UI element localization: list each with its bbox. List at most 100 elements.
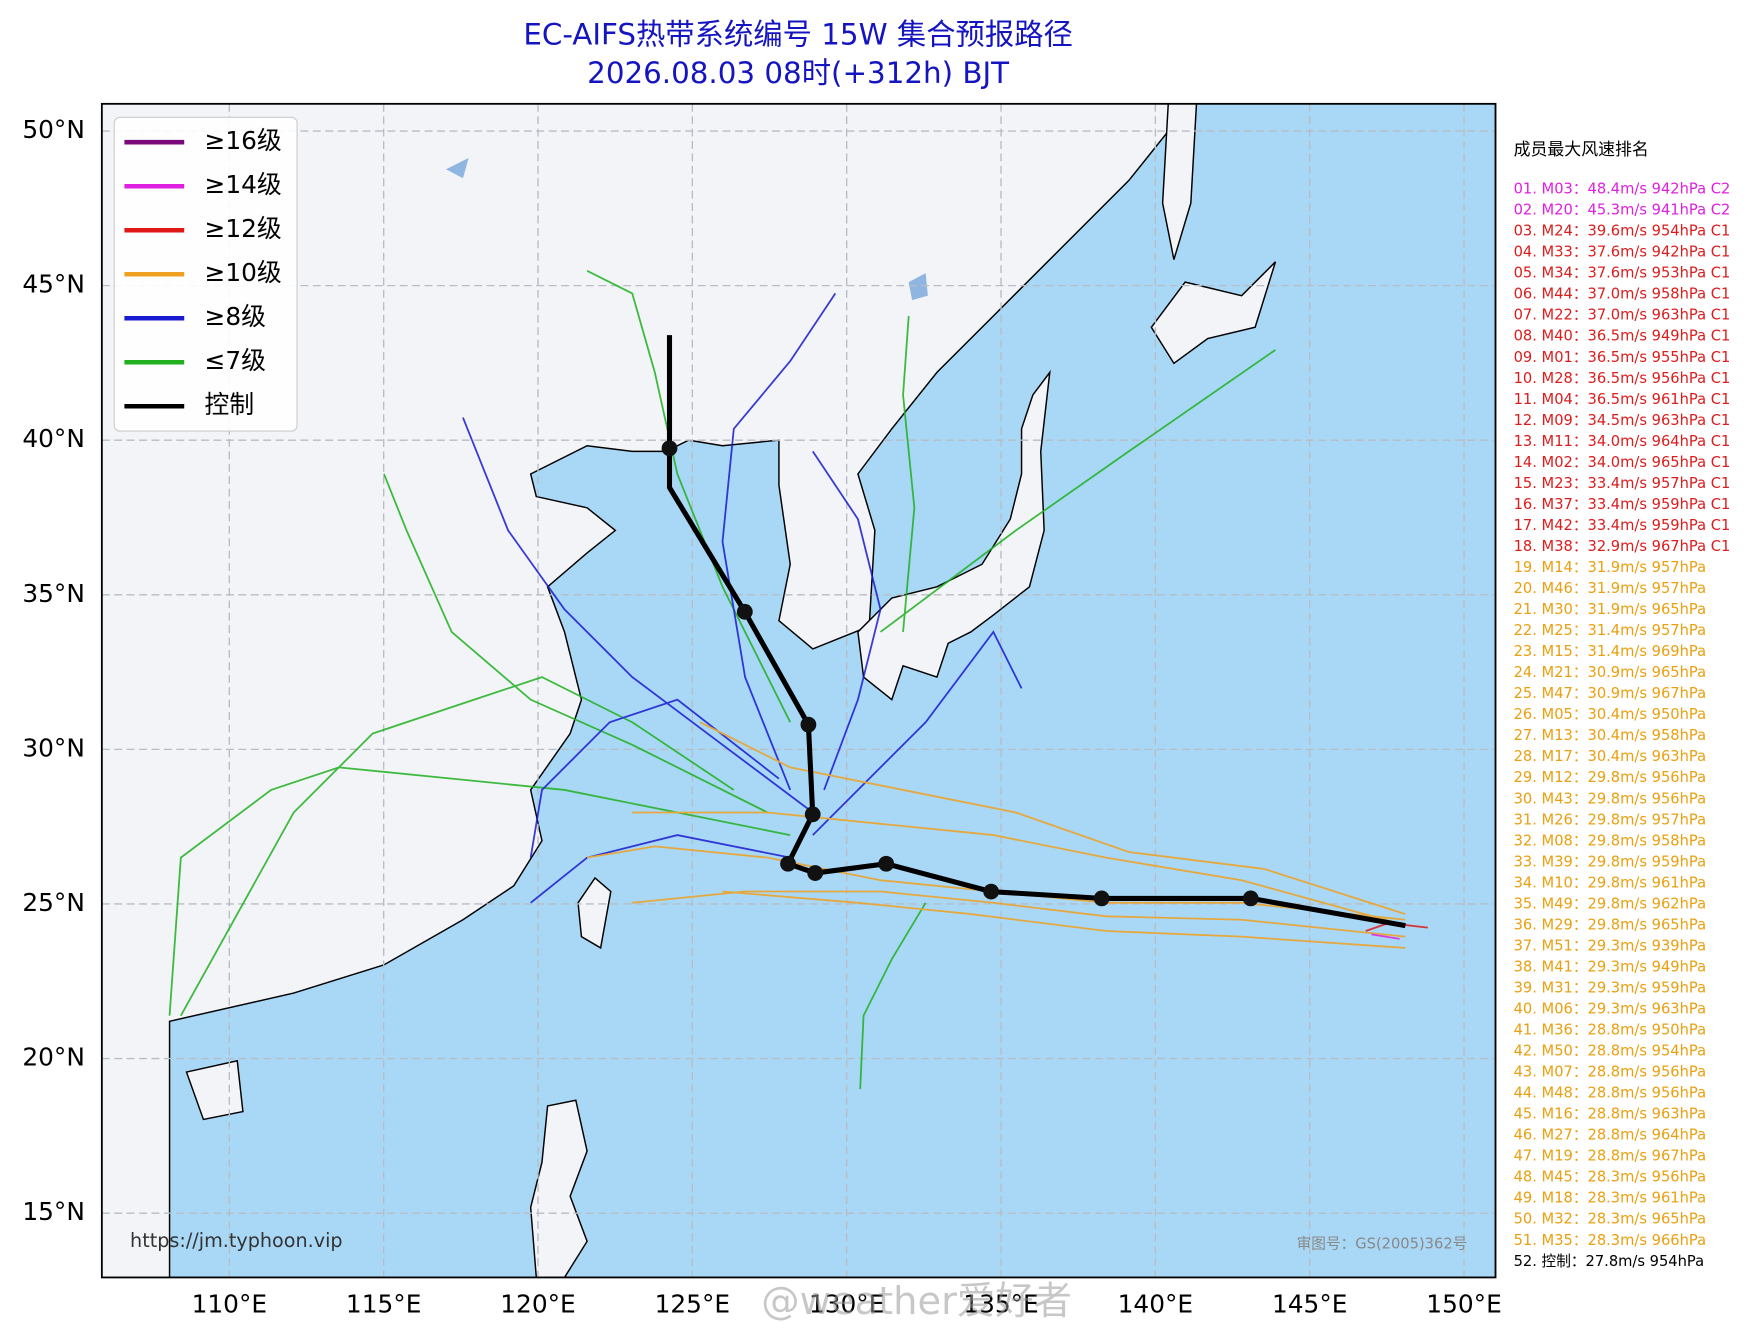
ranking-entry: 15. M23：33.4m/s 957hPa C1 (1514, 475, 1731, 492)
approval-number: 审图号：GS(2005)362号 (1297, 1236, 1468, 1253)
control-point (1093, 890, 1110, 907)
ensemble-track (902, 315, 916, 633)
ensemble-track (180, 676, 735, 1017)
x-tick-label: 145°E (1272, 1290, 1347, 1319)
y-tick-label: 40°N (22, 424, 85, 453)
ranking-entry: 16. M37：33.4m/s 959hPa C1 (1514, 496, 1731, 513)
ranking-entry: 19. M14：31.9m/s 957hPa (1514, 559, 1707, 576)
ranking-entry: 44. M48：28.8m/s 956hPa (1514, 1085, 1707, 1102)
ranking-entry: 27. M13：30.4m/s 958hPa (1514, 727, 1707, 744)
subtitle: 2026.08.03 08时(+312h) BJT (587, 56, 1009, 90)
ensemble-track (699, 721, 1406, 915)
ranking-entry: 32. M08：29.8m/s 958hPa (1514, 832, 1707, 849)
legend-label: ≥8级 (205, 302, 266, 331)
ranking-entry: 22. M25：31.4m/s 957hPa (1514, 622, 1707, 639)
ensemble-track (721, 292, 837, 791)
ranking-list: 01. M03：48.4m/s 942hPa C2 02. M20：45.3m/s… (1514, 181, 1731, 1270)
source-url: https://jm.typhoon.vip (130, 1229, 343, 1252)
control-point (878, 855, 895, 872)
ranking-entry: 49. M18：28.3m/s 961hPa (1514, 1190, 1707, 1207)
control-track-layer (661, 335, 1406, 929)
legend-label: 控制 (205, 390, 255, 419)
legend-label: ≥16级 (205, 126, 282, 155)
control-point (804, 806, 821, 823)
ensemble-track (859, 902, 927, 1090)
y-tick-label: 50°N (22, 115, 85, 144)
ranking-entry: 07. M22：37.0m/s 963hPa C1 (1514, 307, 1731, 324)
grid (101, 103, 1496, 1278)
x-tick-label: 125°E (655, 1290, 730, 1319)
ensemble-track (530, 834, 791, 904)
japan-hokkaido (1150, 261, 1277, 365)
control-point (800, 716, 817, 733)
ensemble-track (812, 630, 1023, 836)
ensemble-track (722, 890, 1406, 949)
ensemble-tracks (168, 270, 1428, 1090)
ensemble-track (462, 417, 814, 814)
ranking-title: 成员最大风速排名 (1514, 139, 1649, 159)
ranking-entry: 29. M12：29.8m/s 956hPa (1514, 769, 1707, 786)
ranking-entry: 06. M44：37.0m/s 958hPa C1 (1514, 286, 1731, 303)
ranking-entry: 10. M28：36.5m/s 956hPa C1 (1514, 370, 1731, 387)
y-tick-label: 45°N (22, 270, 85, 299)
legend-label: ≥10级 (205, 258, 282, 287)
ranking-entry: 14. M02：34.0m/s 965hPa C1 (1514, 454, 1731, 471)
ranking-entry: 31. M26：29.8m/s 957hPa (1514, 811, 1707, 828)
ensemble-track (529, 698, 780, 858)
control-point (661, 440, 678, 457)
ranking-entry: 46. M27：28.8m/s 964hPa (1514, 1127, 1707, 1144)
ranking-entry: 13. M11：34.0m/s 964hPa C1 (1514, 433, 1731, 450)
lake (908, 273, 928, 301)
ranking-entry: 18. M38：32.9m/s 967hPa C1 (1514, 538, 1731, 555)
ranking-entry: 37. M51：29.3m/s 939hPa (1514, 937, 1707, 954)
ensemble-track (383, 473, 769, 814)
legend-label: ≥12级 (205, 214, 282, 243)
control-point (807, 865, 824, 881)
ensemble-track (1371, 933, 1400, 940)
ensemble-track (168, 766, 791, 1016)
ranking-entry: 42. M50：28.8m/s 954hPa (1514, 1043, 1707, 1060)
watermark: @weather爱好者 (761, 1279, 1072, 1324)
ranking-entry: 11. M04：36.5m/s 961hPa C1 (1514, 391, 1731, 408)
ranking-entry: 43. M07：28.8m/s 956hPa (1514, 1064, 1707, 1081)
ranking-entry: 26. M05：30.4m/s 950hPa (1514, 706, 1707, 723)
x-tick-label: 115°E (346, 1290, 421, 1319)
x-tick-label: 110°E (192, 1290, 267, 1319)
taiwan (577, 876, 612, 950)
ranking-entry: 02. M20：45.3m/s 941hPa C2 (1514, 202, 1731, 219)
ranking-entry: 50. M32：28.3m/s 965hPa (1514, 1211, 1707, 1228)
ranking-entry: 05. M34：37.6m/s 953hPa C1 (1514, 265, 1731, 282)
x-tick-label: 135°E (963, 1290, 1038, 1319)
ranking-entry: 39. M31：29.3m/s 959hPa (1514, 979, 1707, 996)
ensemble-track (812, 450, 882, 791)
ranking-entry: 38. M41：29.3m/s 949hPa (1514, 958, 1707, 975)
ranking-entry: 47. M19：28.8m/s 967hPa (1514, 1148, 1707, 1165)
axis-labels: 110°E 115°E 120°E 125°E 130°E 135°E 140°E 145°E… (22, 115, 1501, 1319)
control-point (736, 603, 753, 620)
ranking-entry: 17. M42：33.4m/s 959hPa C1 (1514, 517, 1731, 534)
ranking-entry: 41. M36：28.8m/s 950hPa (1514, 1022, 1707, 1039)
y-tick-label: 30°N (22, 733, 85, 762)
ranking-entry: 36. M29：29.8m/s 965hPa (1514, 916, 1707, 933)
lake (446, 157, 469, 179)
ranking-entry: 04. M33：37.6m/s 942hPa C1 (1514, 244, 1731, 261)
ranking-entry: 33. M39：29.8m/s 959hPa (1514, 853, 1707, 870)
ranking-entry: 52. 控制：27.8m/s 954hPa (1514, 1253, 1705, 1270)
ranking-entry: 34. M10：29.8m/s 961hPa (1514, 874, 1707, 891)
legend-label: ≤7级 (205, 346, 266, 375)
x-tick-label: 150°E (1426, 1290, 1501, 1319)
ranking-entry: 25. M47：30.9m/s 967hPa (1514, 685, 1707, 702)
ranking-entry: 21. M30：31.9m/s 965hPa (1514, 601, 1707, 618)
legend-box (113, 116, 298, 432)
ranking-entry: 23. M15：31.4m/s 969hPa (1514, 643, 1707, 660)
legend-label: ≥14级 (205, 170, 282, 199)
ranking-entry: 03. M24：39.6m/s 954hPa C1 (1514, 223, 1731, 240)
ranking-entry: 30. M43：29.8m/s 956hPa (1514, 790, 1707, 807)
ocean (168, 103, 1496, 1278)
luzon (529, 1099, 588, 1278)
plot-frame (100, 102, 1497, 1279)
x-tick-label: 140°E (1118, 1290, 1193, 1319)
ranking-entry: 40. M06：29.3m/s 963hPa (1514, 1001, 1707, 1018)
